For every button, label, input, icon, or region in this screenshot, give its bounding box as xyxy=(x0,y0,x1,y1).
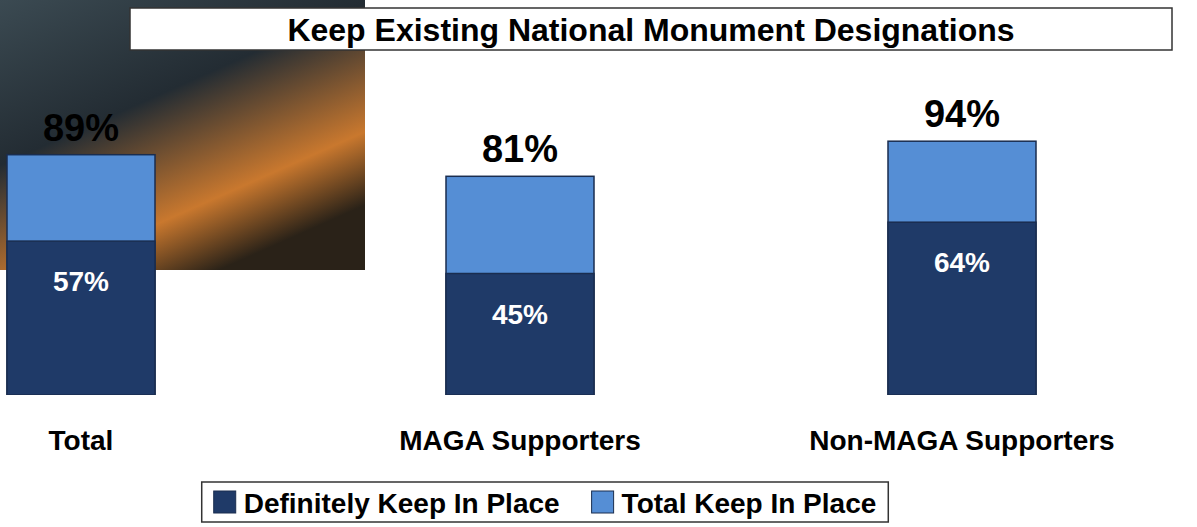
legend-swatch xyxy=(592,491,614,513)
category-label: MAGA Supporters xyxy=(399,425,641,456)
data-label: 94% xyxy=(924,93,1000,135)
legend-box xyxy=(202,482,889,522)
data-label: 45% xyxy=(492,299,548,330)
bar xyxy=(446,176,594,395)
bar xyxy=(7,155,155,395)
data-label: 89% xyxy=(43,107,119,149)
legend-swatch xyxy=(214,491,236,513)
bar xyxy=(888,222,1036,395)
bar xyxy=(888,141,1036,395)
bar xyxy=(446,274,594,396)
category-label: Total xyxy=(49,425,114,456)
category-label: Non-MAGA Supporters xyxy=(809,425,1114,456)
title: Keep Existing National Monument Designat… xyxy=(287,12,1014,48)
data-labels: 89% 81% 94% 57% 45% 64% xyxy=(43,93,1000,329)
legend: Definitely Keep In Place Total Keep In Pl… xyxy=(202,482,889,522)
legend-label: Total Keep In Place xyxy=(622,488,877,519)
data-label: 64% xyxy=(934,247,990,278)
bars xyxy=(7,141,1036,395)
data-label: 81% xyxy=(482,128,558,170)
bar xyxy=(7,241,155,395)
title-box xyxy=(130,8,1172,50)
data-label: 57% xyxy=(53,266,109,297)
legend-label: Definitely Keep In Place xyxy=(244,488,560,519)
chart: Keep Existing National Monument Designat… xyxy=(0,0,1197,527)
